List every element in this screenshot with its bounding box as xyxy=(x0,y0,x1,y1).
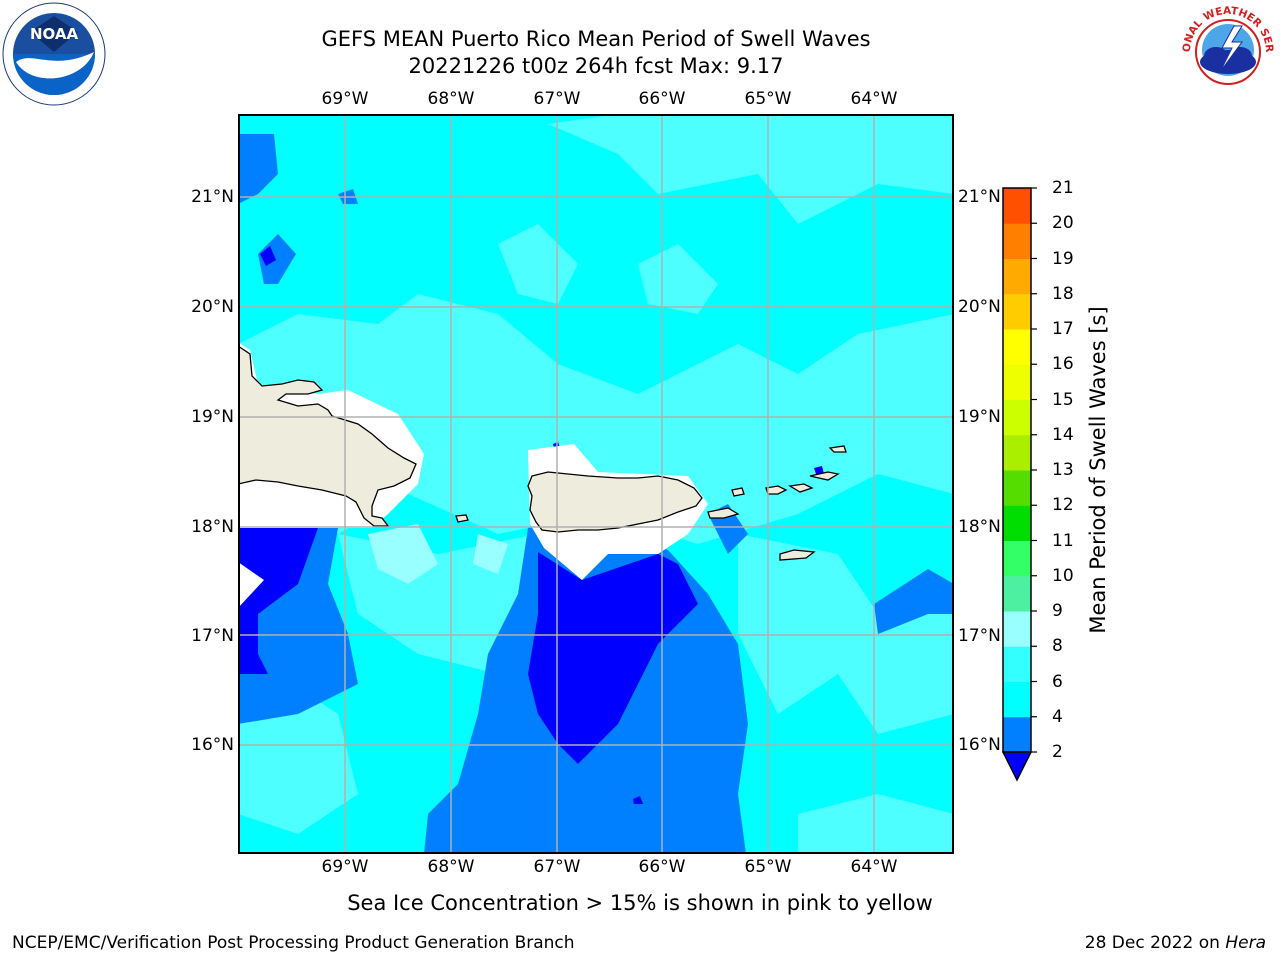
lat-label-right-21n: 21°N xyxy=(958,187,1001,207)
lat-label-right-17n: 17°N xyxy=(958,626,1001,646)
culebra-island xyxy=(731,487,745,497)
map-plot xyxy=(238,114,954,854)
map-border xyxy=(238,114,954,854)
st-john-island xyxy=(788,483,814,493)
colorbar-tick-label: 4 xyxy=(1052,706,1063,727)
colorbar-segment xyxy=(1003,681,1031,718)
noaa-logo: NOAA xyxy=(2,2,106,106)
colorbar-segment xyxy=(1003,505,1031,541)
footer-branch: NCEP/EMC/Verification Post Processing Pr… xyxy=(12,933,575,953)
colorbar-tick-label: 21 xyxy=(1052,178,1074,198)
colorbar-segment xyxy=(1003,329,1031,365)
colorbar-segment xyxy=(1003,470,1031,506)
colorbar-segment xyxy=(1003,716,1031,753)
lat-label-left-18n: 18°N xyxy=(191,517,234,537)
colorbar-segment xyxy=(1003,399,1031,436)
colorbar-tick-label: 11 xyxy=(1052,530,1074,551)
colorbar-segment xyxy=(1003,188,1031,224)
lat-label-left-16n: 16°N xyxy=(191,735,234,755)
chart-subtitle: 20221226 t00z 264h fcst Max: 9.17 xyxy=(408,54,784,78)
lon-label-top-64w: 64°W xyxy=(850,89,898,109)
lon-label-bottom-69w: 69°W xyxy=(321,857,369,877)
footer-date: 28 Dec 2022 on Hera xyxy=(1085,933,1266,953)
noaa-logo-text: NOAA xyxy=(30,25,79,43)
colorbar-tick-label: 13 xyxy=(1052,460,1074,480)
contour-8-9 xyxy=(368,524,508,584)
colorbar-tick-label: 19 xyxy=(1052,248,1074,269)
footer-host: Hera xyxy=(1225,933,1266,953)
colorbar-segments xyxy=(1003,188,1031,753)
colorbar-tick-label: 18 xyxy=(1052,283,1074,304)
lat-label-right-16n: 16°N xyxy=(958,735,1001,755)
lon-label-top-67w: 67°W xyxy=(533,89,581,109)
colorbar-tick-label: 20 xyxy=(1052,213,1074,234)
colorbar-segment xyxy=(1003,575,1031,612)
vieques-island xyxy=(707,507,740,519)
contour-2-4 xyxy=(238,246,824,804)
lat-label-right-19n: 19°N xyxy=(958,407,1001,427)
colorbar-segment xyxy=(1003,611,1031,647)
colorbar-under-triangle xyxy=(1001,751,1033,782)
hispaniola-landmass xyxy=(238,345,417,527)
lon-label-top-69w: 69°W xyxy=(321,89,369,109)
colorbar-segment xyxy=(1003,258,1031,295)
lat-label-left-17n: 17°N xyxy=(191,626,234,646)
colorbar xyxy=(1001,187,1037,782)
colorbar-segment xyxy=(1003,646,1031,682)
mona-island xyxy=(455,514,469,523)
lon-label-bottom-66w: 66°W xyxy=(638,857,686,877)
colorbar-tick-label: 15 xyxy=(1052,389,1074,410)
tortola-island xyxy=(809,471,840,481)
colorbar-tick-label: 14 xyxy=(1052,424,1074,445)
colorbar-tick-label: 8 xyxy=(1052,636,1063,657)
lon-label-bottom-65w: 65°W xyxy=(744,857,792,877)
colorbar-tick-label: 16 xyxy=(1052,354,1074,375)
nws-logo: NATIONAL WEATHER SERVICE xyxy=(1178,2,1276,100)
lon-label-top-66w: 66°W xyxy=(638,89,686,109)
colorbar-tick-label: 17 xyxy=(1052,319,1074,339)
st-croix-island xyxy=(779,549,816,561)
colorbar-segment xyxy=(1003,434,1031,471)
lon-label-bottom-68w: 68°W xyxy=(427,857,475,877)
footer-date-text: 28 Dec 2022 on xyxy=(1084,933,1226,953)
lon-label-bottom-67w: 67°W xyxy=(533,857,581,877)
chart-title: GEFS MEAN Puerto Rico Mean Period of Swe… xyxy=(321,27,871,51)
puerto-rico-landmass xyxy=(527,471,703,533)
colorbar-tick-marks xyxy=(1031,187,1037,753)
colorbar-tick-label: 12 xyxy=(1052,495,1074,516)
colorbar-segment xyxy=(1003,540,1031,577)
lat-label-left-21n: 21°N xyxy=(191,187,234,207)
colorbar-tick-label: 6 xyxy=(1052,671,1063,692)
lon-label-bottom-64w: 64°W xyxy=(850,857,898,877)
colorbar-tick-label: 9 xyxy=(1052,601,1063,621)
colorbar-segment xyxy=(1003,223,1031,259)
lon-label-top-65w: 65°W xyxy=(744,89,792,109)
land xyxy=(238,345,847,561)
anegada-island xyxy=(828,445,847,453)
colorbar-label: Mean Period of Swell Waves [s] xyxy=(1086,306,1110,634)
lat-label-right-18n: 18°N xyxy=(958,517,1001,537)
lat-label-left-20n: 20°N xyxy=(191,297,234,317)
lat-label-left-19n: 19°N xyxy=(191,407,234,427)
colorbar-segment xyxy=(1003,293,1031,330)
colorbar-segment xyxy=(1003,364,1031,400)
sea-ice-note: Sea Ice Concentration > 15% is shown in … xyxy=(347,891,933,915)
colorbar-tick-label: 2 xyxy=(1052,742,1063,762)
lon-label-top-68w: 68°W xyxy=(427,89,475,109)
lat-label-right-20n: 20°N xyxy=(958,297,1001,317)
colorbar-tick-label: 10 xyxy=(1052,565,1074,586)
gridlines xyxy=(238,114,954,854)
